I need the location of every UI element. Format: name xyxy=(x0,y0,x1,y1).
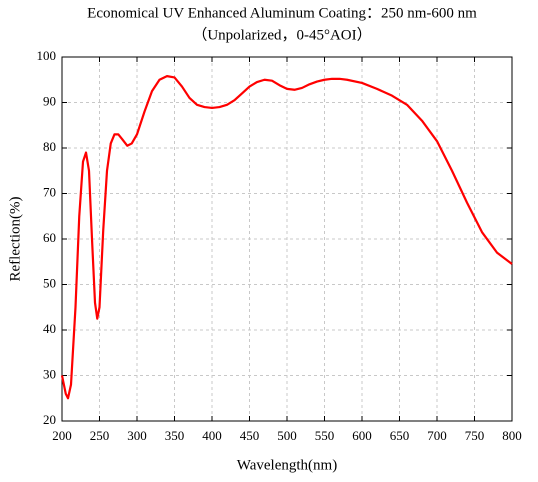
x-tick-label: 600 xyxy=(352,428,372,443)
chart-title: Economical UV Enhanced Aluminum Coating：… xyxy=(87,5,477,21)
x-tick-label: 350 xyxy=(165,428,185,443)
y-tick-label: 90 xyxy=(43,93,56,108)
y-tick-label: 80 xyxy=(43,139,56,154)
y-tick-label: 50 xyxy=(43,275,56,290)
y-tick-label: 30 xyxy=(43,366,56,381)
x-tick-label: 800 xyxy=(502,428,522,443)
x-tick-label: 550 xyxy=(315,428,335,443)
y-tick-label: 100 xyxy=(37,48,57,63)
data-line xyxy=(60,75,513,400)
x-tick-label: 250 xyxy=(90,428,110,443)
x-tick-label: 700 xyxy=(427,428,447,443)
y-axis-label: Reflection(%) xyxy=(7,197,23,282)
y-tick-label: 70 xyxy=(43,184,56,199)
chart-subtitle: （Unpolarized，0-45°AOI） xyxy=(192,26,371,43)
y-tick-label: 40 xyxy=(43,321,56,336)
x-tick-label: 500 xyxy=(277,428,297,443)
y-tick-label: 20 xyxy=(43,412,56,427)
y-tick-label: 60 xyxy=(43,230,56,245)
x-tick-label: 400 xyxy=(202,428,222,443)
x-axis-label: Wavelength(nm) xyxy=(237,457,337,473)
x-tick-label: 200 xyxy=(52,428,72,443)
x-tick-label: 300 xyxy=(127,428,147,443)
x-tick-label: 650 xyxy=(390,428,410,443)
x-tick-label: 450 xyxy=(240,428,260,443)
plot-frame xyxy=(61,56,513,422)
x-tick-label: 750 xyxy=(465,428,485,443)
